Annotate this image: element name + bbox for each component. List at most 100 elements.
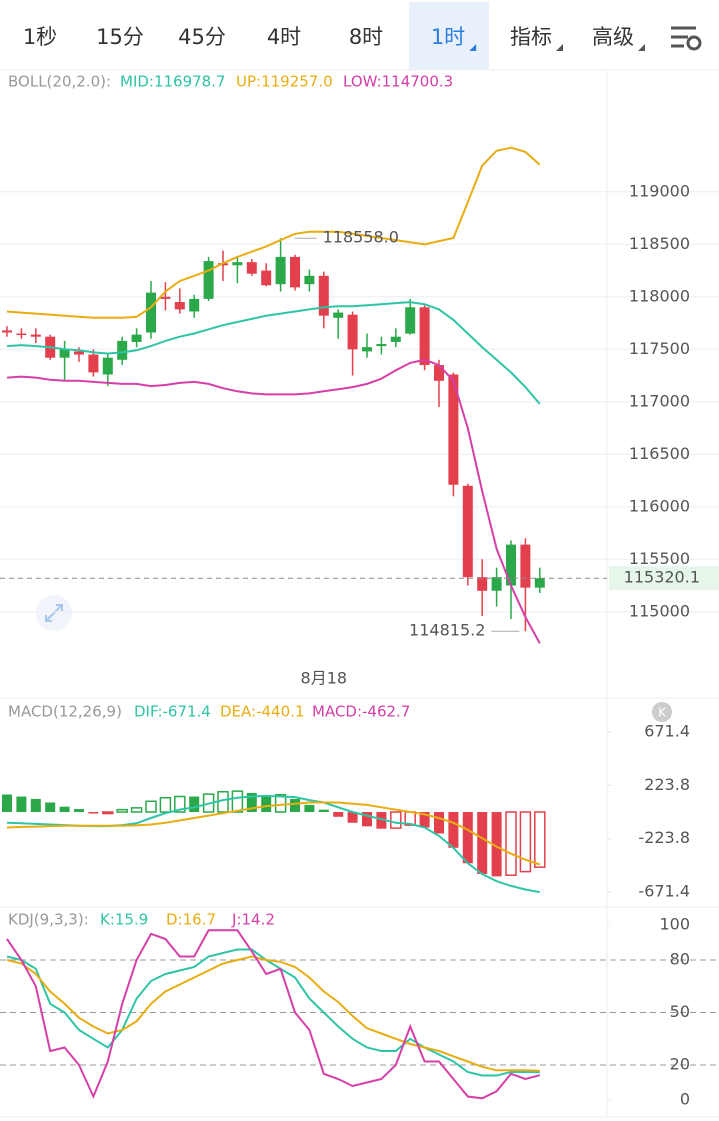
candle-body [246, 262, 257, 274]
macd-bar [159, 796, 172, 813]
candle-body [88, 354, 99, 373]
macd-bar [231, 790, 244, 813]
tab[interactable]: 指标 [510, 25, 552, 49]
candle-body [2, 330, 12, 333]
macd-bar [390, 811, 402, 829]
macd-bar [519, 811, 532, 873]
legend-entry: UP:119257.0 [236, 73, 333, 91]
tab[interactable]: 高级 [592, 25, 634, 49]
macd-bar [45, 802, 56, 813]
y-tick-label: 117000 [629, 391, 690, 410]
macd-bar [261, 795, 272, 813]
y-tick-label: 119000 [629, 181, 690, 200]
boll-line [6, 358, 541, 644]
tab[interactable]: 4时 [267, 25, 301, 49]
macd-bar [505, 811, 517, 876]
y-tick-label: 223.8 [644, 775, 690, 794]
candle-body [232, 262, 243, 266]
macd-bar [102, 811, 114, 815]
candle-body [160, 296, 171, 299]
candle-body [59, 349, 70, 358]
y-tick-label: 118500 [629, 234, 690, 253]
candle-body [102, 357, 113, 375]
y-tick-label: 117500 [629, 339, 690, 358]
tab[interactable]: 1时 [431, 25, 465, 49]
macd-bar [290, 798, 300, 813]
boll-line [6, 301, 541, 405]
y-tick-label: 116000 [629, 496, 690, 515]
candle-body [16, 333, 27, 336]
macd-bar [116, 808, 128, 813]
legend-entry: K:15.9 [100, 911, 148, 929]
macd-bar [477, 812, 488, 875]
dropdown-arrow [556, 44, 563, 51]
tab[interactable]: 1秒 [23, 25, 57, 49]
tab[interactable]: 45分 [178, 25, 226, 49]
low-label: 114815.2 [409, 621, 485, 640]
candle-body [290, 256, 300, 288]
legend-entry: DEA:-440.1 [220, 703, 304, 721]
collapse-icon[interactable] [652, 702, 672, 722]
macd-bar [333, 812, 344, 817]
y-tick-label: -671.4 [638, 882, 690, 901]
watermark-icon [36, 595, 72, 631]
macd-bar [347, 812, 358, 823]
dropdown-arrow [638, 44, 645, 51]
macd-bar [130, 807, 143, 813]
legend-entry: J:14.2 [231, 911, 275, 929]
candle-body [405, 307, 416, 334]
y-tick-label: 20 [670, 1055, 690, 1074]
macd-bar [304, 804, 315, 813]
macd-bar [462, 812, 473, 864]
macd-bar [88, 812, 99, 814]
legend-title: KDJ(9,3,3): [8, 911, 89, 929]
legend-entry: DIF:-671.4 [134, 703, 211, 721]
legend-entry: D:16.7 [166, 911, 216, 929]
candle-body [30, 334, 41, 337]
kdj-line [6, 929, 541, 1100]
legend-entry: MID:116978.7 [120, 73, 226, 91]
tab[interactable]: 8时 [349, 25, 383, 49]
candle-body [520, 544, 531, 588]
candle-body [275, 256, 286, 285]
collapse-icon-text: K [658, 706, 667, 720]
macd-bar [534, 811, 546, 868]
candle-body [174, 302, 185, 310]
kdj-line [6, 948, 540, 1077]
candle-body [146, 292, 156, 333]
y-tick-label: 118000 [629, 286, 690, 305]
settings-icon[interactable] [671, 26, 702, 51]
x-tick-label: 8月18 [301, 669, 348, 688]
tab[interactable]: 15分 [96, 25, 144, 49]
y-tick-label: 100 [659, 915, 690, 934]
macd-line [6, 801, 541, 866]
candle-body [419, 307, 430, 366]
macd-bar [274, 793, 287, 813]
y-tick-label: -223.8 [638, 828, 690, 847]
macd-bar [491, 812, 502, 877]
candle-body [117, 340, 128, 360]
candle-body [390, 336, 401, 342]
macd-bar [419, 812, 430, 828]
high-label: 118558.0 [323, 228, 399, 247]
macd-bar [434, 812, 444, 834]
candle-body [491, 577, 502, 591]
candle-body [74, 351, 84, 355]
candle-body [434, 365, 444, 381]
legend-title: BOLL(20,2.0): [8, 73, 111, 91]
y-tick-label: 115000 [629, 601, 690, 620]
candle-body [477, 577, 488, 591]
candle-body [261, 270, 272, 286]
active-tab-bg [409, 2, 489, 70]
macd-bar [16, 796, 27, 813]
candle-body [203, 261, 214, 299]
macd-bar [174, 795, 186, 813]
candle-body [131, 334, 142, 342]
y-tick-label: 116500 [629, 444, 690, 463]
macd-bar [2, 794, 12, 813]
last-price-box [609, 566, 719, 591]
candle-body [534, 578, 545, 588]
candle-body [333, 312, 344, 318]
